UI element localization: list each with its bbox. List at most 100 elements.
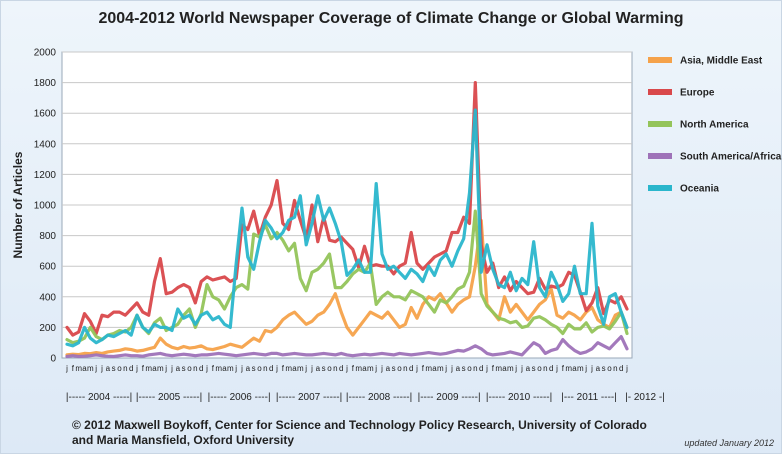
x-month-label: a bbox=[246, 364, 251, 373]
x-month-label: n bbox=[403, 364, 407, 373]
x-month-label: j bbox=[584, 364, 587, 373]
y-tick-label: 600 bbox=[39, 262, 56, 273]
x-year-label: |----- 2010 -----| bbox=[486, 392, 552, 403]
x-month-label: j bbox=[555, 364, 558, 373]
x-month-label: a bbox=[456, 364, 461, 373]
x-month-label: j bbox=[345, 364, 348, 373]
x-month-label: f bbox=[422, 364, 425, 373]
chart-title: 2004-2012 World Newspaper Coverage of Cl… bbox=[98, 10, 684, 27]
x-month-label: n bbox=[473, 364, 477, 373]
x-month-label: a bbox=[106, 364, 111, 373]
x-year-label: |----- 2006 ----| bbox=[208, 392, 271, 403]
x-month-label: d bbox=[619, 364, 623, 373]
x-month-label: m bbox=[425, 364, 432, 373]
x-month-label: m bbox=[145, 364, 152, 373]
x-month-label: m bbox=[367, 364, 374, 373]
x-month-label: m bbox=[437, 364, 444, 373]
y-tick-label: 2000 bbox=[34, 48, 57, 59]
x-month-label: o bbox=[117, 364, 122, 373]
x-month-label: n bbox=[193, 364, 197, 373]
x-month-label: m bbox=[355, 364, 362, 373]
x-month-label: j bbox=[514, 364, 517, 373]
y-tick-label: 1400 bbox=[34, 139, 57, 150]
y-tick-label: 800 bbox=[39, 231, 56, 242]
x-month-label: s bbox=[252, 364, 256, 373]
series-line bbox=[65, 209, 629, 345]
x-year-label: |----- 2008 -----| bbox=[346, 392, 412, 403]
x-month-label: j bbox=[205, 364, 208, 373]
x-month-label: s bbox=[462, 364, 466, 373]
x-month-label: j bbox=[234, 364, 237, 373]
x-month-label: a bbox=[362, 364, 367, 373]
x-month-label: a bbox=[572, 364, 577, 373]
x-month-label: j bbox=[310, 364, 313, 373]
x-month-label: j bbox=[485, 364, 488, 373]
series-line bbox=[65, 335, 629, 359]
y-tick-label: 400 bbox=[39, 292, 56, 303]
x-month-label: j bbox=[275, 364, 278, 373]
x-month-label: m bbox=[285, 364, 292, 373]
x-month-label: j bbox=[304, 364, 307, 373]
x-month-label: m bbox=[227, 364, 234, 373]
x-month-label: d bbox=[129, 364, 133, 373]
x-month-label: a bbox=[526, 364, 531, 373]
legend-label: North America bbox=[680, 120, 749, 131]
x-month-label: j bbox=[625, 364, 628, 373]
x-month-label: f bbox=[212, 364, 215, 373]
x-month-label: f bbox=[352, 364, 355, 373]
x-month-label: a bbox=[82, 364, 87, 373]
x-month-label: o bbox=[327, 364, 332, 373]
credit-line-2: and Maria Mansfield, Oxford University bbox=[72, 433, 295, 447]
x-month-label: d bbox=[339, 364, 343, 373]
x-month-label: j bbox=[590, 364, 593, 373]
x-month-label: o bbox=[397, 364, 402, 373]
updated-note: updated January 2012 bbox=[684, 438, 774, 448]
x-month-label: f bbox=[492, 364, 495, 373]
x-month-label: j bbox=[100, 364, 103, 373]
credit-text: © 2012 Maxwell Boykoff, Center for Scien… bbox=[72, 418, 672, 448]
x-month-label: a bbox=[222, 364, 227, 373]
x-month-label: m bbox=[215, 364, 222, 373]
y-tick-label: 1200 bbox=[34, 170, 57, 181]
legend-label: South America/Africa bbox=[680, 152, 782, 163]
x-year-label: |--- 2011 ----| bbox=[561, 392, 617, 403]
credit-line-1: © 2012 Maxwell Boykoff, Center for Scien… bbox=[72, 418, 647, 432]
x-month-label: s bbox=[392, 364, 396, 373]
x-month-label: a bbox=[292, 364, 297, 373]
x-month-label: n bbox=[613, 364, 617, 373]
x-month-label: n bbox=[263, 364, 267, 373]
x-month-label: j bbox=[240, 364, 243, 373]
x-month-label: m bbox=[565, 364, 572, 373]
x-month-label: d bbox=[549, 364, 553, 373]
legend-label: Asia, Middle East bbox=[680, 56, 763, 67]
x-month-label: o bbox=[187, 364, 192, 373]
x-year-label: |----- 2007 -----| bbox=[276, 392, 342, 403]
x-month-label: s bbox=[322, 364, 326, 373]
x-month-label: f bbox=[282, 364, 285, 373]
y-tick-label: 200 bbox=[39, 323, 56, 334]
x-month-label: n bbox=[333, 364, 337, 373]
x-month-label: o bbox=[607, 364, 612, 373]
x-month-label: a bbox=[596, 364, 601, 373]
y-axis-label: Number of Articles bbox=[11, 151, 25, 258]
y-tick-label: 0 bbox=[50, 354, 56, 365]
x-month-label: j bbox=[94, 364, 97, 373]
x-month-label: a bbox=[152, 364, 157, 373]
x-year-label: |----- 2005 -----| bbox=[136, 392, 202, 403]
x-month-label: s bbox=[182, 364, 186, 373]
x-month-label: f bbox=[72, 364, 75, 373]
x-month-label: m bbox=[495, 364, 502, 373]
x-year-label: |---- 2009 -----| bbox=[418, 392, 481, 403]
x-month-label: j bbox=[380, 364, 383, 373]
x-month-label: n bbox=[123, 364, 127, 373]
x-month-label: s bbox=[112, 364, 116, 373]
x-month-label: a bbox=[502, 364, 507, 373]
x-month-label: o bbox=[467, 364, 472, 373]
x-month-label: f bbox=[562, 364, 565, 373]
x-month-label: m bbox=[507, 364, 514, 373]
x-month-label: m bbox=[577, 364, 584, 373]
x-year-label: |----- 2004 -----| bbox=[66, 392, 132, 403]
x-month-label: d bbox=[479, 364, 483, 373]
series-line bbox=[65, 80, 629, 337]
